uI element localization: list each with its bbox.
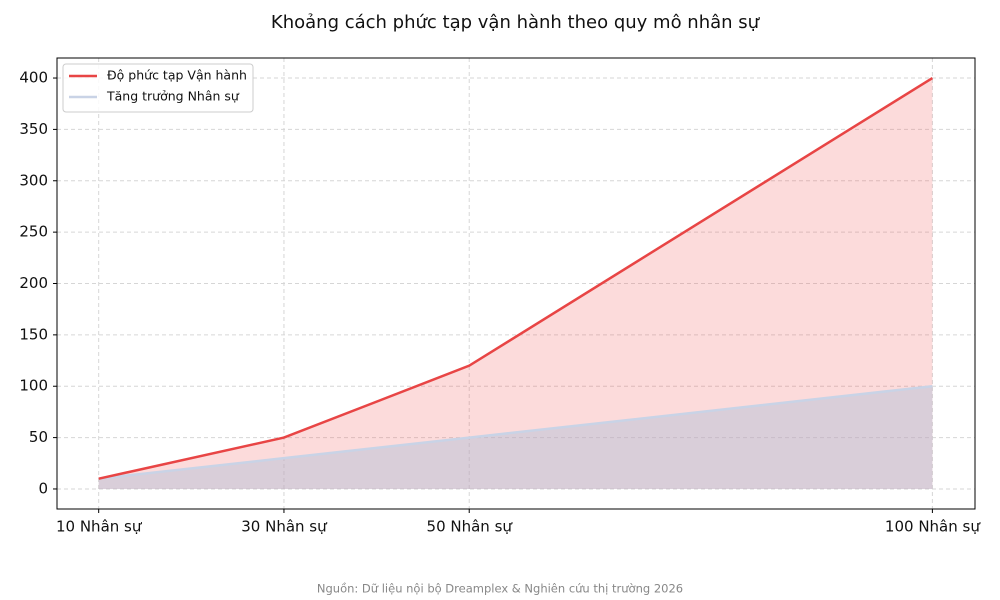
x-tick-label: 50 Nhân sự xyxy=(427,518,514,536)
legend: Độ phức tạp Vận hành Tăng trưởng Nhân sự xyxy=(62,63,254,113)
y-tick-label: 50 xyxy=(29,428,48,446)
y-tick-label: 250 xyxy=(19,223,48,241)
area-fill xyxy=(98,78,933,489)
y-tick-label: 300 xyxy=(19,171,48,189)
y-tick-label: 400 xyxy=(19,69,48,87)
series-line xyxy=(98,76,934,480)
x-tick-label: 30 Nhân sự xyxy=(241,518,328,536)
chart-title: Khoảng cách phức tạp vận hành theo quy m… xyxy=(271,12,761,33)
y-tick-label: 150 xyxy=(19,325,48,343)
y-tick-label: 200 xyxy=(19,274,48,292)
area-fill xyxy=(98,386,933,489)
legend-label: Tăng trưởng Nhân sự xyxy=(106,89,240,104)
plot-frame xyxy=(56,57,976,510)
source-note: Nguồn: Dữ liệu nội bộ Dreamplex & Nghiên… xyxy=(317,582,683,596)
x-tick-label: 10 Nhân sự xyxy=(56,518,143,536)
series-line xyxy=(98,384,933,480)
y-tick-label: 100 xyxy=(19,377,48,395)
legend-label: Độ phức tạp Vận hành xyxy=(107,68,247,83)
x-tick-label: 100 Nhân sự xyxy=(885,518,981,536)
y-tick-label: 0 xyxy=(38,479,48,497)
legend-box xyxy=(62,63,254,113)
y-tick-label: 350 xyxy=(19,120,48,138)
